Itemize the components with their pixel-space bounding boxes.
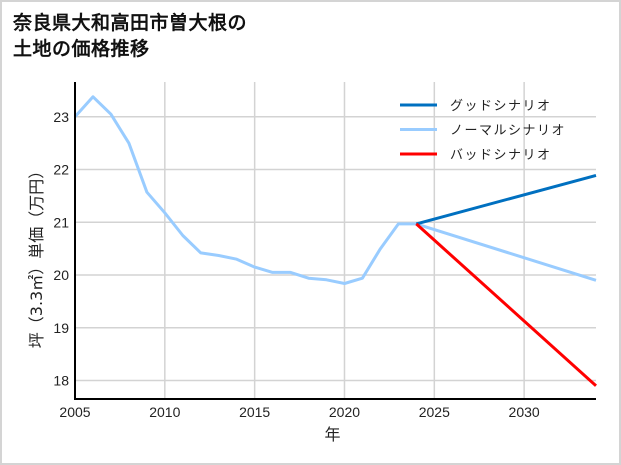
- series-line: [73, 95, 417, 285]
- series-line: [415, 222, 598, 387]
- x-axis-label: 年: [324, 425, 340, 444]
- legend-label: グッドシナリオ: [450, 99, 552, 114]
- x-tick-labels: 2005 2010 2015 2020 2025 2030: [59, 404, 539, 420]
- data-lines: [73, 95, 598, 387]
- x-tick-label: 2030: [509, 404, 540, 420]
- y-tick-label: 22: [53, 162, 69, 178]
- y-tick-label: 21: [53, 214, 69, 230]
- x-tick-label: 2010: [149, 404, 180, 420]
- legend-label: バッドシナリオ: [450, 148, 552, 163]
- series-line: [415, 222, 597, 282]
- legend-label: ノーマルシナリオ: [450, 124, 566, 139]
- y-tick-label: 20: [53, 267, 69, 283]
- y-tick-label: 19: [53, 320, 69, 336]
- series-line: [415, 173, 597, 226]
- x-tick-label: 2005: [59, 404, 90, 420]
- chart-title: 奈良県大和高田市曽大根の 土地の価格推移: [13, 12, 248, 60]
- x-tick-label: 2020: [329, 404, 360, 420]
- x-tick-label: 2025: [419, 404, 450, 420]
- y-axis-label: 坪（3.3㎡）単価（万円）: [27, 163, 46, 348]
- y-tick-label: 18: [53, 373, 69, 389]
- axes: [74, 82, 596, 400]
- y-tick-labels: 18 19 20 21 22 23: [53, 109, 69, 389]
- y-tick-label: 23: [53, 109, 69, 125]
- grid-lines: [74, 82, 596, 399]
- x-tick-label: 2015: [239, 404, 270, 420]
